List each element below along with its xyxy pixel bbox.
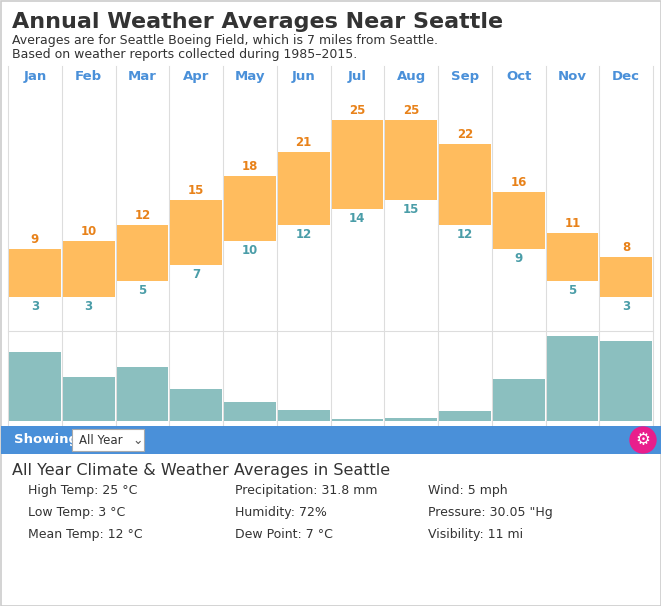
FancyBboxPatch shape xyxy=(63,241,114,297)
Text: 35.5: 35.5 xyxy=(507,434,530,444)
FancyBboxPatch shape xyxy=(492,193,545,248)
Text: Mean Temp: 12 °C: Mean Temp: 12 °C xyxy=(28,528,143,541)
Text: Wind: 5 mph: Wind: 5 mph xyxy=(428,484,508,497)
FancyBboxPatch shape xyxy=(171,201,222,265)
Text: 3: 3 xyxy=(85,300,93,313)
Text: Pressure: 30.05 "Hg: Pressure: 30.05 "Hg xyxy=(428,506,553,519)
Text: 68.1: 68.1 xyxy=(615,434,638,444)
FancyBboxPatch shape xyxy=(600,341,652,421)
Text: ⌄: ⌄ xyxy=(133,433,143,447)
Text: 27.2: 27.2 xyxy=(184,434,208,444)
Text: 8.6: 8.6 xyxy=(457,434,473,444)
FancyBboxPatch shape xyxy=(224,402,276,421)
Text: ⚙: ⚙ xyxy=(636,431,650,449)
FancyBboxPatch shape xyxy=(439,411,490,421)
Text: Oct: Oct xyxy=(506,70,531,83)
Text: Dec: Dec xyxy=(612,70,640,83)
Text: All Year: All Year xyxy=(79,433,123,447)
Text: 22: 22 xyxy=(457,128,473,141)
Text: 16: 16 xyxy=(243,434,256,444)
Text: 9.1: 9.1 xyxy=(295,434,312,444)
Text: Based on weather reports collected during 1985–2015.: Based on weather reports collected durin… xyxy=(12,48,357,61)
Text: Mar: Mar xyxy=(128,70,157,83)
Text: 12: 12 xyxy=(134,208,151,222)
Text: 12: 12 xyxy=(295,228,312,241)
FancyBboxPatch shape xyxy=(116,225,169,281)
Text: 3: 3 xyxy=(622,300,630,313)
FancyBboxPatch shape xyxy=(332,419,383,421)
Text: Annual Weather Averages Near Seattle: Annual Weather Averages Near Seattle xyxy=(12,12,503,32)
Text: Aug: Aug xyxy=(397,70,426,83)
Text: Jul: Jul xyxy=(348,70,367,83)
FancyBboxPatch shape xyxy=(385,418,437,421)
FancyBboxPatch shape xyxy=(63,378,114,421)
Text: 5: 5 xyxy=(568,284,576,297)
Text: Jun: Jun xyxy=(292,70,315,83)
Text: 25: 25 xyxy=(349,104,366,117)
FancyBboxPatch shape xyxy=(72,429,144,451)
Text: 18: 18 xyxy=(242,161,258,173)
FancyBboxPatch shape xyxy=(492,379,545,421)
Text: 8: 8 xyxy=(622,241,630,254)
Text: 15: 15 xyxy=(403,204,419,216)
FancyBboxPatch shape xyxy=(278,152,329,225)
FancyBboxPatch shape xyxy=(171,389,222,421)
Text: 9: 9 xyxy=(514,251,523,265)
Text: 10: 10 xyxy=(242,244,258,257)
Text: 15: 15 xyxy=(188,184,204,198)
Text: All Year Climate & Weather Averages in Seattle: All Year Climate & Weather Averages in S… xyxy=(12,463,390,478)
FancyBboxPatch shape xyxy=(600,257,652,297)
Text: May: May xyxy=(235,70,265,83)
Text: 2.8: 2.8 xyxy=(403,434,420,444)
Text: Low Temp: 3 °C: Low Temp: 3 °C xyxy=(28,506,125,519)
FancyBboxPatch shape xyxy=(116,367,169,421)
Text: 9: 9 xyxy=(31,233,39,245)
FancyBboxPatch shape xyxy=(439,144,490,225)
Text: Sep: Sep xyxy=(451,70,479,83)
FancyBboxPatch shape xyxy=(332,120,383,208)
FancyBboxPatch shape xyxy=(278,410,329,421)
Text: Visibility: 11 mi: Visibility: 11 mi xyxy=(428,528,523,541)
Text: High Temp: 25 °C: High Temp: 25 °C xyxy=(28,484,137,497)
Text: 5: 5 xyxy=(138,284,147,297)
Circle shape xyxy=(630,427,656,453)
FancyBboxPatch shape xyxy=(9,352,61,421)
Text: 25: 25 xyxy=(403,104,419,117)
Text: Nov: Nov xyxy=(558,70,587,83)
FancyBboxPatch shape xyxy=(547,336,598,421)
FancyBboxPatch shape xyxy=(385,120,437,201)
FancyBboxPatch shape xyxy=(224,176,276,241)
Text: 16: 16 xyxy=(510,176,527,190)
Text: Precipitation: 31.8 mm: Precipitation: 31.8 mm xyxy=(235,484,377,497)
Text: 71.6: 71.6 xyxy=(561,434,584,444)
Text: 58.4: 58.4 xyxy=(23,434,46,444)
Text: Showing:: Showing: xyxy=(14,433,83,447)
Text: 10: 10 xyxy=(81,225,97,238)
FancyBboxPatch shape xyxy=(9,248,61,297)
Text: 11: 11 xyxy=(564,216,580,230)
Text: 7: 7 xyxy=(192,268,200,281)
Text: 12: 12 xyxy=(457,228,473,241)
Text: Feb: Feb xyxy=(75,70,102,83)
FancyBboxPatch shape xyxy=(547,233,598,281)
Text: Averages are for Seattle Boeing Field, which is 7 miles from Seattle.: Averages are for Seattle Boeing Field, w… xyxy=(12,34,438,47)
Text: 45.4: 45.4 xyxy=(131,434,154,444)
Text: 2.1: 2.1 xyxy=(349,434,366,444)
Text: 3: 3 xyxy=(31,300,39,313)
Text: 21: 21 xyxy=(295,136,312,149)
Text: Jan: Jan xyxy=(23,70,46,83)
Text: Apr: Apr xyxy=(183,70,210,83)
Text: 14: 14 xyxy=(349,211,366,224)
FancyBboxPatch shape xyxy=(1,426,660,454)
Text: Dew Point: 7 °C: Dew Point: 7 °C xyxy=(235,528,333,541)
Text: Humidity: 72%: Humidity: 72% xyxy=(235,506,327,519)
Text: 37: 37 xyxy=(82,434,95,444)
